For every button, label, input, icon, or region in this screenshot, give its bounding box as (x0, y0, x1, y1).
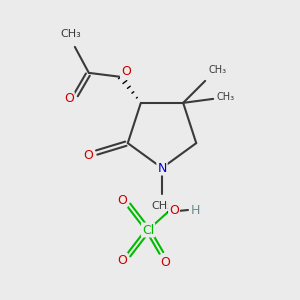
Text: CH₃: CH₃ (216, 92, 234, 102)
Text: O: O (160, 256, 170, 268)
Text: O: O (117, 194, 127, 206)
Text: N: N (157, 161, 167, 175)
Text: O: O (169, 203, 179, 217)
Text: O: O (121, 65, 131, 78)
Text: O: O (83, 148, 93, 162)
Text: CH₃: CH₃ (152, 201, 172, 211)
Text: O: O (117, 254, 127, 266)
Text: O: O (64, 92, 74, 105)
Text: Cl: Cl (142, 224, 154, 236)
Text: CH₃: CH₃ (208, 65, 226, 75)
Text: H: H (190, 203, 200, 217)
Text: CH₃: CH₃ (61, 29, 81, 39)
